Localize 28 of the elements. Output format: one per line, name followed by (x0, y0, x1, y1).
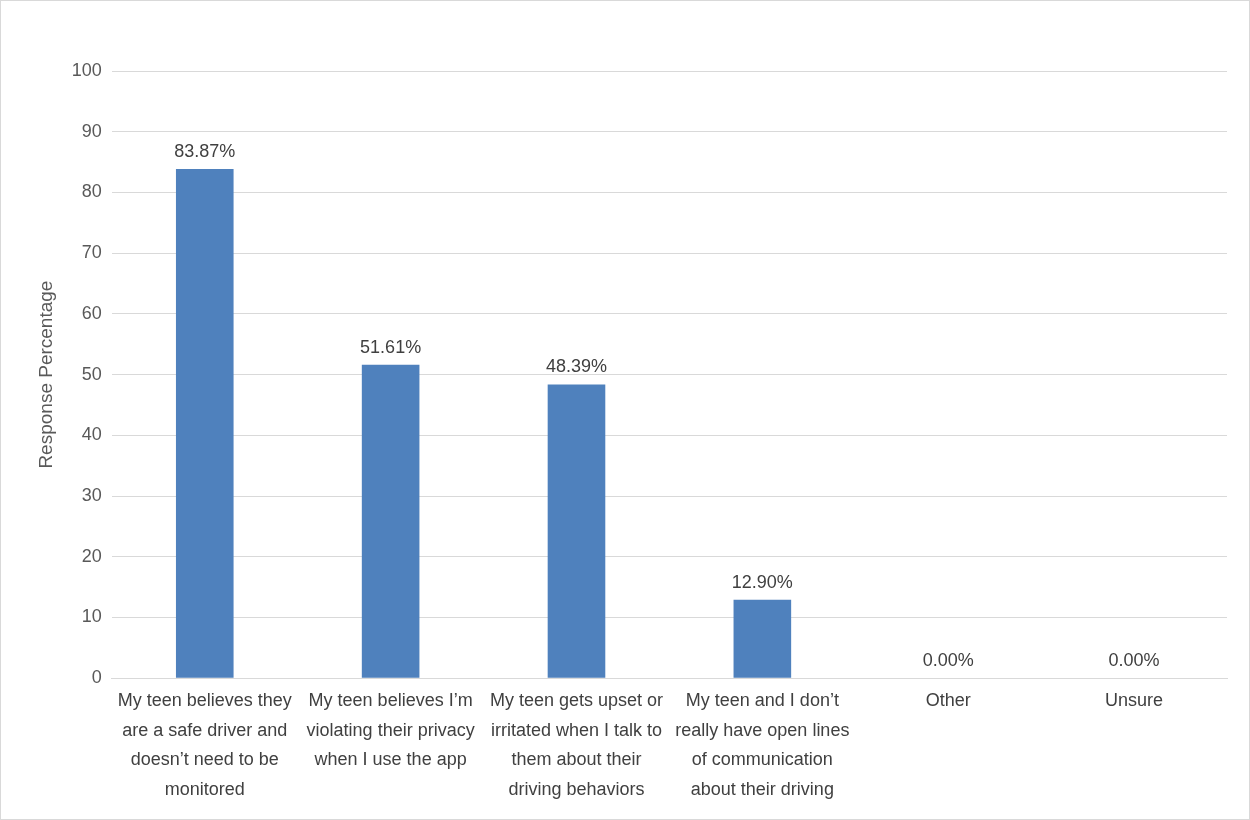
y-tick-label: 40 (81, 424, 102, 445)
y-tick-label: 10 (81, 606, 102, 627)
x-tick-label: Other (925, 690, 971, 711)
y-tick-label: 80 (81, 181, 102, 202)
x-tick-label: My teen believes they are a safe driver and doesn’t need to be monitored (117, 690, 292, 800)
data-label: 83.87% (174, 140, 236, 161)
x-tick-label: My teen and I don’t really have open lines of communication about their driving (675, 690, 850, 800)
y-tick-label: 50 (81, 363, 102, 384)
y-tick-label: 20 (81, 545, 102, 566)
y-axis-title: Response Percentage (34, 280, 56, 469)
y-tick-label: 90 (81, 120, 102, 141)
bar (175, 168, 234, 678)
y-tick-label: 60 (81, 302, 102, 323)
bar (361, 364, 420, 678)
data-label: 48.39% (545, 356, 608, 377)
data-label: 51.61% (360, 336, 422, 357)
data-label: 0.00% (922, 650, 974, 671)
y-tick-label: 30 (81, 485, 102, 506)
bar (733, 599, 792, 678)
x-tick-label: My teen believes I’m violating their privacy when I use the app (306, 690, 475, 770)
data-label: 0.00% (1108, 650, 1160, 671)
y-tick-label: 100 (71, 59, 102, 80)
y-tick-label: 70 (81, 242, 102, 263)
y-tick-label: 0 (91, 667, 102, 688)
data-label: 12.90% (731, 571, 793, 592)
x-tick-label: Unsure (1105, 690, 1164, 711)
bar (547, 384, 606, 678)
x-tick-label: My teen gets upset or irritated when I talk to them about their driving behaviors (489, 690, 664, 800)
